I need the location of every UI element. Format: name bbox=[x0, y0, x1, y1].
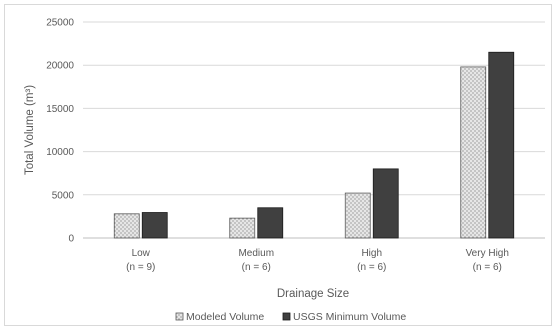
bar-modeled bbox=[229, 217, 256, 239]
y-tick-label: 25000 bbox=[46, 18, 74, 29]
x-axis-title: Drainage Size bbox=[277, 288, 349, 300]
legend-swatch bbox=[175, 312, 184, 321]
y-axis-ticks: 0 5000 10000 15000 20000 25000 bbox=[46, 18, 74, 245]
y-tick-label: 5000 bbox=[52, 190, 75, 201]
legend-label: Modeled Volume bbox=[186, 311, 264, 323]
legend-swatch bbox=[282, 312, 291, 321]
legend: Modeled Volume USGS Minimum Volume bbox=[175, 311, 406, 323]
y-tick-label: 15000 bbox=[46, 104, 74, 115]
y-tick-label: 10000 bbox=[46, 147, 74, 158]
x-tick-label: High bbox=[361, 248, 382, 259]
bars bbox=[113, 51, 515, 239]
bar-usgs bbox=[488, 51, 515, 239]
x-tick-sublabel: (n = 9) bbox=[126, 262, 155, 273]
y-tick-label: 20000 bbox=[46, 61, 74, 72]
bar-usgs bbox=[257, 207, 284, 239]
y-axis-title: Total Volume (m³) bbox=[24, 85, 36, 175]
x-tick-label: Very High bbox=[466, 248, 509, 259]
bar-modeled bbox=[344, 192, 371, 239]
x-tick-label: Low bbox=[132, 248, 151, 259]
bar-usgs bbox=[372, 168, 399, 239]
y-tick-label: 0 bbox=[68, 234, 74, 245]
x-tick-sublabel: (n = 6) bbox=[242, 262, 271, 273]
legend-label: USGS Minimum Volume bbox=[293, 311, 406, 323]
x-tick-label: Medium bbox=[238, 248, 274, 259]
bar-usgs bbox=[141, 212, 168, 239]
bar-modeled bbox=[460, 66, 487, 239]
x-tick-sublabel: (n = 6) bbox=[473, 262, 502, 273]
x-axis-ticks: Low (n = 9) Medium (n = 6) High (n = 6) Very H… bbox=[126, 248, 509, 273]
bar-modeled bbox=[113, 213, 140, 239]
x-tick-sublabel: (n = 6) bbox=[357, 262, 386, 273]
